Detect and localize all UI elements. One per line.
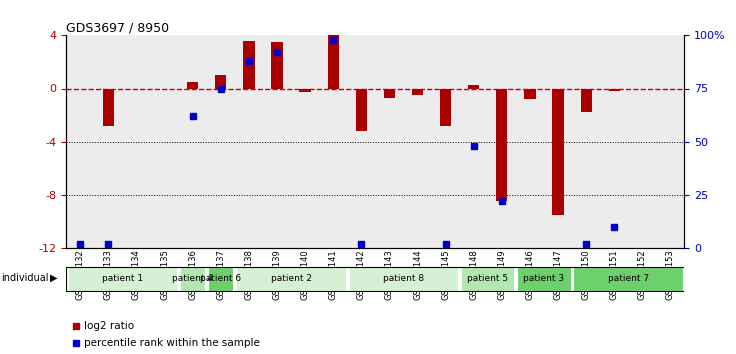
- Text: patient 2: patient 2: [271, 274, 311, 283]
- Bar: [103, 88, 114, 126]
- Bar: [236, 267, 346, 291]
- Text: individual: individual: [1, 273, 49, 283]
- Bar: [573, 267, 683, 291]
- Bar: [180, 267, 205, 291]
- Bar: [461, 267, 514, 291]
- Text: percentile rank within the sample: percentile rank within the sample: [84, 338, 259, 348]
- Text: ▶: ▶: [50, 273, 57, 283]
- Text: patient 1: patient 1: [102, 274, 143, 283]
- Text: patient 8: patient 8: [383, 274, 424, 283]
- Bar: [581, 88, 592, 113]
- Text: patient 6: patient 6: [200, 274, 241, 283]
- Bar: [524, 88, 536, 99]
- Bar: [244, 41, 255, 88]
- Text: patient 7: patient 7: [608, 274, 649, 283]
- Bar: [187, 82, 198, 88]
- Bar: [440, 88, 451, 126]
- Bar: [328, 35, 339, 88]
- Bar: [68, 267, 177, 291]
- Text: patient 3: patient 3: [523, 274, 565, 283]
- Text: patient 5: patient 5: [467, 274, 509, 283]
- Bar: [215, 75, 227, 88]
- Bar: [349, 267, 459, 291]
- Bar: [553, 88, 564, 215]
- Bar: [496, 88, 507, 201]
- Text: log2 ratio: log2 ratio: [84, 321, 134, 331]
- Bar: [468, 85, 479, 88]
- Bar: [412, 88, 423, 95]
- Bar: [517, 267, 570, 291]
- Bar: [383, 88, 395, 98]
- Text: patient 4: patient 4: [172, 274, 213, 283]
- Bar: [355, 88, 367, 131]
- Bar: [208, 267, 233, 291]
- Bar: [300, 88, 311, 92]
- Text: GDS3697 / 8950: GDS3697 / 8950: [66, 21, 169, 34]
- Bar: [609, 88, 620, 91]
- Bar: [272, 42, 283, 88]
